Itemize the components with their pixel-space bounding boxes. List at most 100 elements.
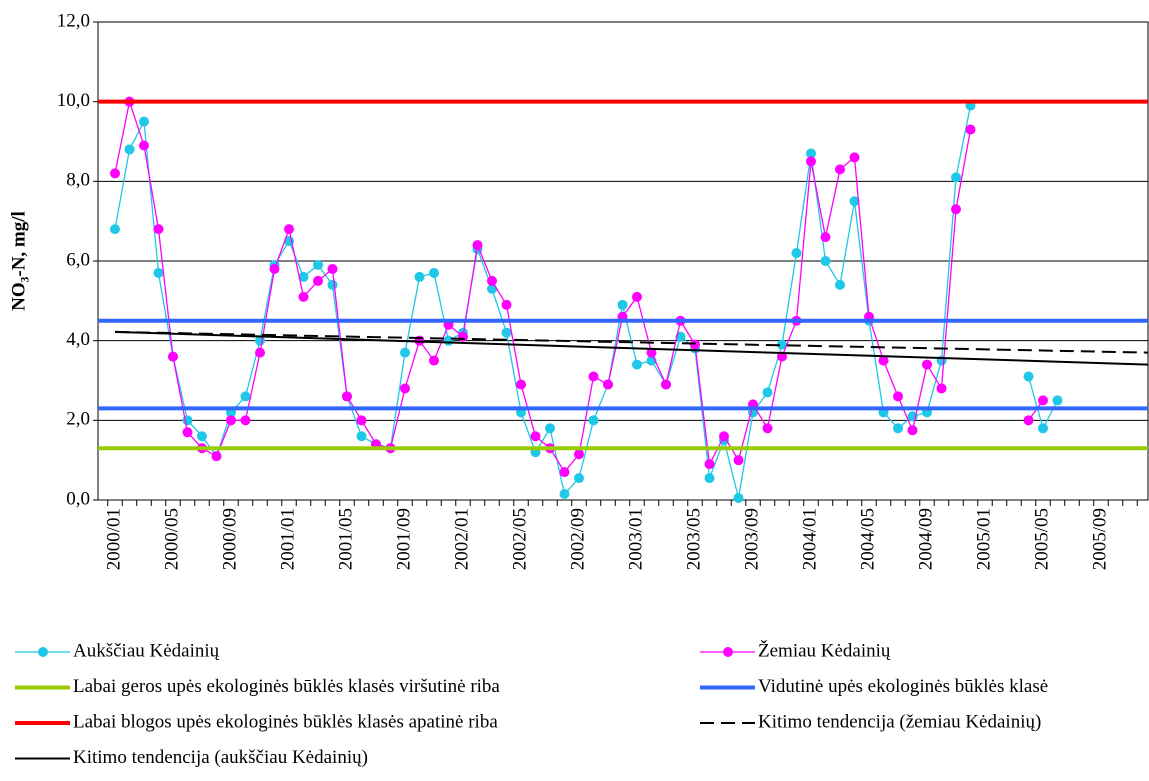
x-tick-label: 2005/09 [1089,508,1110,570]
data-point [110,224,120,235]
data-point [646,347,657,358]
data-point [501,299,512,310]
x-tick-label: 2003/01 [625,508,646,570]
x-tick-label: 2002/01 [451,508,472,570]
data-point [951,204,961,215]
data-point [820,232,831,243]
data-point [356,415,367,426]
data-point [1023,415,1034,426]
data-point [1038,423,1048,434]
legend-label: Kitimo tendencija (žemiau Kėdainių) [758,711,1041,732]
x-tick-label: 2000/09 [219,508,240,570]
x-tick-label: 2003/09 [741,508,762,570]
data-point [936,383,947,394]
data-point [588,415,599,426]
x-tick-label: 2000/05 [161,508,182,570]
data-point [893,423,903,434]
x-tick-label: 2001/05 [335,508,356,570]
trend-line [114,330,1149,354]
legend-label: Labai geros upės ekologinės būklės klasė… [73,676,500,697]
data-point [400,347,410,358]
legend-label: Aukščiau Kėdainių [73,640,220,661]
x-tick-label: 2004/05 [857,508,878,570]
data-point [632,291,642,302]
data-point [400,383,410,394]
data-point [1038,395,1048,406]
data-point [922,359,932,370]
legend-label: Vidutinė upės ekologinės būklės klasė [758,676,1048,697]
data-point [313,275,323,286]
data-point [284,224,294,235]
data-point [733,493,744,504]
data-point [588,371,599,382]
legend-label: Žemiau Kėdainių [758,639,891,661]
data-point [733,455,744,466]
y-tick-label: 8,0 [66,170,90,191]
data-point [414,271,425,282]
series-line [114,99,972,474]
data-point [342,391,352,402]
data-point [153,224,164,235]
data-point [820,256,831,266]
data-point [762,387,773,398]
y-tick-label: 6,0 [66,249,90,270]
data-point [298,291,309,302]
x-tick-label: 2003/05 [683,508,704,570]
data-point [211,451,222,462]
data-point [356,431,367,442]
data-point [139,116,149,127]
data-point [632,359,642,370]
data-point [226,415,236,426]
data-point [806,148,816,159]
data-point [139,140,149,151]
data-point [719,431,729,442]
trend-line [114,330,1149,366]
data-point [530,431,541,442]
data-point [617,299,628,310]
data-point [240,415,251,426]
x-tick-label: 2005/01 [973,508,994,570]
x-tick-label: 2004/01 [799,508,820,570]
data-point [762,423,773,434]
y-tick-label: 0,0 [66,488,90,509]
data-point [472,240,483,251]
data-point [603,379,613,390]
x-tick-label: 2002/09 [567,508,588,570]
data-point [777,339,787,350]
x-tick-label: 2005/05 [1031,508,1052,570]
data-point [878,355,889,366]
data-point [429,267,439,278]
data-point [835,279,845,290]
legend-label: Kitimo tendencija (aukščiau Kėdainių) [73,747,368,768]
series-line [114,105,972,499]
data-point [849,152,860,163]
data-point [1052,395,1063,406]
data-point [327,263,338,274]
data-point [487,283,497,294]
legend-marker [723,647,733,657]
legend-label: Labai blogos upės ekologinės būklės klas… [73,711,498,732]
data-point [313,259,323,270]
data-point [327,279,338,290]
data-point [458,331,468,342]
x-tick-label: 2001/01 [277,508,298,570]
data-point [791,248,802,259]
data-point [661,379,671,390]
data-point [240,391,251,402]
data-point [443,335,454,346]
legend-marker [38,647,48,657]
data-point [951,172,961,183]
data-point [298,271,309,282]
data-point [907,425,918,436]
data-point [501,327,512,338]
data-point [429,355,439,366]
x-tick-label: 2000/01 [103,508,124,570]
data-point [965,124,976,135]
data-point [690,339,700,350]
data-point [704,459,715,470]
data-point [574,449,584,460]
data-point [516,379,526,390]
data-point [1023,371,1034,382]
data-point [545,423,555,434]
data-point [182,427,193,438]
